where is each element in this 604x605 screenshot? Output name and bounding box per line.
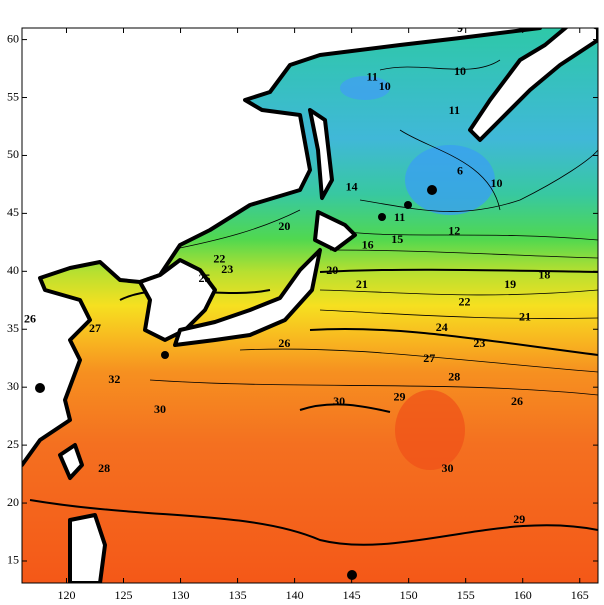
contour-label: 11 [366, 70, 377, 84]
y-tick-label: 20 [7, 495, 19, 509]
contour-label: 26 [511, 394, 523, 408]
contour-label: 23 [221, 262, 233, 276]
cold-pool [405, 145, 495, 215]
cold-pool [340, 76, 390, 100]
y-tick-label: 30 [7, 379, 19, 393]
contour-label: 28 [448, 370, 460, 384]
contour-label: 29 [513, 512, 525, 526]
contour-label: 16 [362, 238, 374, 252]
contour-label: 23 [473, 336, 485, 350]
contour-label: 11 [394, 210, 405, 224]
y-tick-label: 50 [7, 147, 19, 161]
contour-label: 27 [423, 351, 435, 365]
y-tick-label: 45 [7, 205, 19, 219]
contour-label: 30 [441, 461, 453, 475]
contour-label: 21 [519, 309, 531, 323]
contour-label: 26 [24, 312, 36, 326]
x-tick-label: 155 [457, 588, 475, 602]
x-tick-label: 125 [115, 588, 133, 602]
x-tick-label: 135 [229, 588, 247, 602]
y-tick-label: 60 [7, 31, 19, 45]
contour-label: 20 [278, 219, 290, 233]
contour-label: 11 [449, 103, 460, 117]
x-tick-label: 150 [400, 588, 418, 602]
contour-label: 18 [538, 268, 550, 282]
contour-label: 30 [333, 394, 345, 408]
contour-label: 32 [108, 372, 120, 386]
x-tick-label: 130 [172, 588, 190, 602]
warm-pool [395, 390, 465, 470]
y-tick-label: 25 [7, 437, 19, 451]
frame [21, 27, 599, 584]
x-tick-label: 145 [343, 588, 361, 602]
contour-label: 14 [346, 180, 358, 194]
contour-label: 27 [89, 321, 101, 335]
contour-label: 28 [98, 461, 110, 475]
contour-label: 6 [457, 163, 463, 177]
contour-label: 10 [454, 64, 466, 78]
stations [35, 185, 437, 580]
x-tick-label: 120 [57, 588, 75, 602]
contour-label: 20 [326, 263, 338, 277]
contour-label: 22 [213, 251, 225, 265]
y-tick-label: 40 [7, 263, 19, 277]
contour-label: 24 [436, 320, 448, 334]
x-tick-label: 140 [286, 588, 304, 602]
y-tick-label: 15 [7, 553, 19, 567]
contour-label: 15 [391, 232, 403, 246]
x-tick-label: 160 [514, 588, 532, 602]
y-tick-label: 35 [7, 321, 19, 335]
contour-label: 22 [459, 294, 471, 308]
contour-label: 10 [490, 176, 502, 190]
contour-label: 26 [278, 336, 290, 350]
y-tick-label: 55 [7, 89, 19, 103]
contour-label: 30 [154, 402, 166, 416]
contour-label: 29 [394, 389, 406, 403]
contour-label: 9 [457, 21, 463, 35]
contour-label: 12 [448, 224, 460, 238]
contour-label: 10 [379, 79, 391, 93]
contour-label: 21 [356, 277, 368, 291]
isotherms [29, 59, 598, 546]
land [22, 28, 598, 583]
x-tick-label: 165 [571, 588, 589, 602]
contour-label: 25 [198, 271, 210, 285]
contour-label: 19 [504, 277, 516, 291]
